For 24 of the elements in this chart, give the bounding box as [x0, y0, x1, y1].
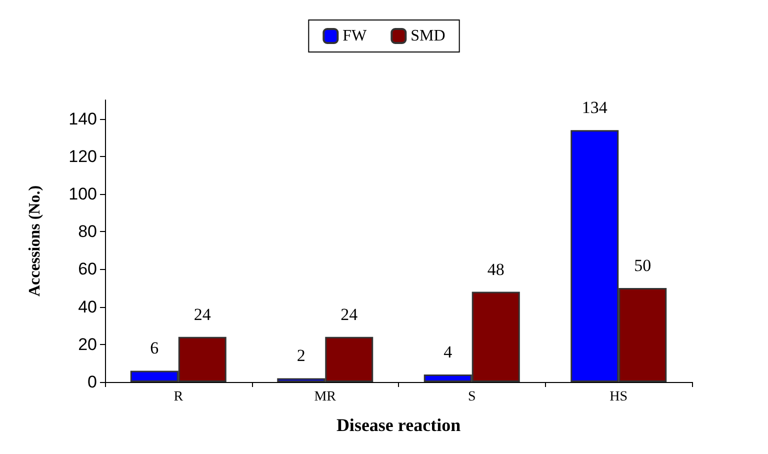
x-axis-title: Disease reaction: [336, 415, 461, 435]
data-label: 50: [634, 256, 652, 275]
data-label: 134: [582, 98, 608, 118]
x-tick-label: HS: [610, 390, 628, 404]
x-tick-label: MR: [314, 390, 337, 404]
y-tick-label: 20: [78, 334, 97, 354]
y-tick-label: 60: [78, 260, 97, 279]
y-tick-label: 120: [68, 146, 97, 166]
data-label: 6: [150, 338, 159, 358]
legend-label: SMD: [410, 28, 446, 44]
data-label: 2: [296, 346, 306, 366]
y-tick-label: 100: [68, 184, 97, 204]
legend-label: FW: [342, 28, 368, 44]
y-tick-label: 140: [68, 109, 97, 128]
data-label: 24: [194, 304, 212, 324]
x-tick-label: S: [468, 390, 476, 404]
x-tick-label: R: [174, 390, 184, 404]
data-label: 4: [444, 342, 453, 362]
y-tick-label: 0: [88, 372, 97, 392]
y-axis-title: Accessions (No.): [26, 185, 44, 297]
data-label: 48: [487, 260, 504, 279]
data-label: 24: [340, 304, 358, 324]
y-tick-label: 40: [78, 297, 97, 316]
y-tick-label: 80: [78, 222, 97, 242]
